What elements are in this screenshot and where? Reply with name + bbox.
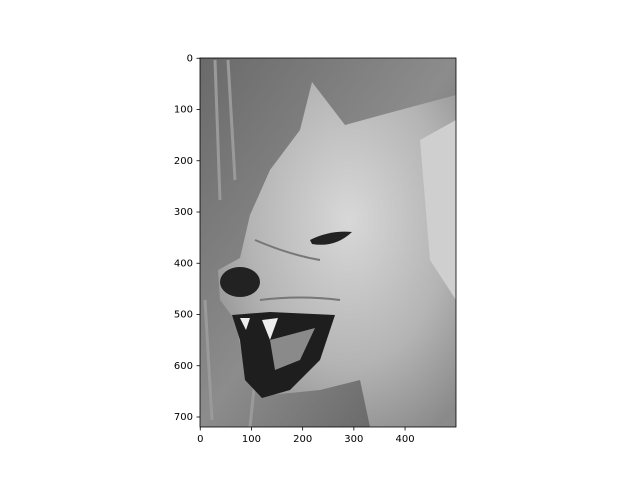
y-tick-label: 700 (174, 412, 193, 423)
y-tick-label: 100 (174, 105, 193, 116)
x-tick-label: 400 (396, 434, 415, 445)
y-tick-label: 500 (174, 310, 193, 321)
axes-frame (199, 57, 457, 428)
y-tick-label: 200 (174, 156, 193, 167)
y-tick-label: 400 (174, 258, 193, 269)
x-tick-label: 0 (197, 434, 203, 445)
x-tick-label: 200 (293, 434, 312, 445)
y-tick-label: 300 (174, 207, 193, 218)
x-tick-label: 300 (344, 434, 363, 445)
y-tick-label: 600 (174, 361, 193, 372)
x-tick-label: 100 (242, 434, 261, 445)
y-tick-label: 0 (187, 53, 193, 64)
image (200, 58, 456, 427)
